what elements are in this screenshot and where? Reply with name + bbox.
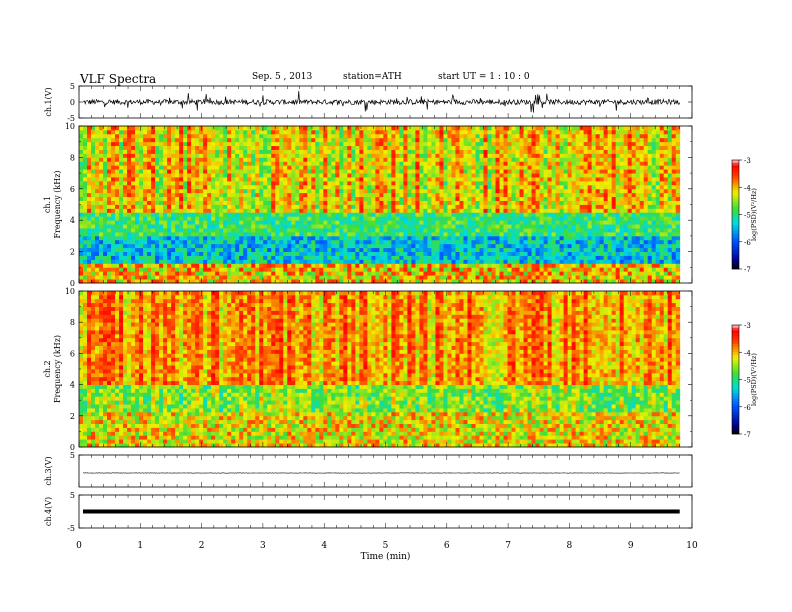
y-tick-label: 8 (70, 153, 75, 162)
colorbar-tick-label: -4 (744, 349, 751, 357)
x-tick-label: 3 (260, 541, 266, 551)
x-tick-label: 9 (628, 541, 634, 551)
x-tick-label: 8 (567, 541, 573, 551)
date-label: Sep. 5 , 2013 (252, 72, 313, 82)
y-tick-label: 0 (70, 279, 75, 288)
y-axis-label: ch.1(V) (44, 87, 53, 116)
x-axis-label: Time (min) (361, 551, 411, 562)
y-tick-label: 2 (70, 412, 75, 421)
x-tick-label: 4 (321, 541, 327, 551)
y-tick-label: 6 (70, 349, 75, 358)
y-tick-label: 4 (70, 216, 75, 225)
panel-ch2-spectrogram (78, 290, 742, 448)
y-tick-label: 5 (70, 451, 75, 460)
colorbar-tick-label: -7 (744, 431, 751, 439)
station-label: station=ATH (343, 72, 402, 82)
x-tick-label: 0 (76, 541, 82, 551)
y-axis-label: ch.4(V) (44, 497, 53, 526)
y-tick-label: 0 (70, 98, 75, 107)
plot-title: VLF Spectra (80, 72, 157, 86)
y-axis-label: ch.2 (43, 360, 52, 377)
y-tick-label: 4 (70, 381, 75, 390)
y-tick-label: 10 (65, 287, 75, 296)
y-tick-label: 0 (70, 443, 75, 452)
start-time-label: start UT = 1 : 10 : 0 (438, 72, 530, 82)
y-tick-label: 2 (70, 248, 75, 257)
colorbar-ch1-spectrogram (731, 159, 742, 270)
colorbar-tick-label: -6 (744, 239, 751, 247)
y-axis-label: ch.1 (43, 196, 52, 213)
colorbar-ch2-spectrogram (731, 324, 742, 435)
y-tick-label: -5 (67, 524, 75, 533)
panel-ch3-waveform (78, 454, 693, 488)
panel-ch4-waveform (78, 494, 693, 529)
colorbar-label: log(PSD)(V²/Hz) (750, 353, 758, 406)
x-tick-label: 10 (686, 541, 698, 551)
y-tick-label: 6 (70, 185, 75, 194)
colorbar-tick-label: -3 (744, 322, 751, 330)
colorbar-tick-label: -5 (744, 212, 751, 220)
colorbar-tick-label: -7 (744, 266, 751, 274)
colorbar-tick-label: -6 (744, 404, 751, 412)
y-tick-label: -5 (67, 114, 75, 123)
spectrogram-ch1-spectrogram (79, 126, 681, 284)
colorbar-tick-label: -5 (744, 377, 751, 385)
colorbar-tick-label: -4 (744, 184, 751, 192)
y-tick-label: 5 (70, 491, 75, 500)
y-axis-label: Frequency (kHz) (53, 335, 62, 403)
trace-ch1-waveform (82, 90, 681, 113)
y-tick-label: 10 (65, 122, 75, 131)
y-tick-label: 5 (70, 82, 75, 91)
y-axis-label: ch.3(V) (44, 456, 53, 485)
x-tick-label: 2 (199, 541, 205, 551)
spectrogram-ch2-spectrogram (79, 291, 681, 448)
panel-ch1-waveform (78, 85, 693, 119)
colorbar-label: log(PSD)(V²/Hz) (750, 188, 758, 241)
x-tick-label: 7 (505, 541, 511, 551)
colorbar-tick-label: -3 (744, 157, 751, 165)
y-axis-label: Frequency (kHz) (53, 170, 62, 238)
x-tick-label: 5 (383, 541, 389, 551)
x-tick-label: 1 (137, 541, 143, 551)
x-tick-label: 6 (444, 541, 450, 551)
y-tick-label: 8 (70, 318, 75, 327)
panel-ch1-spectrogram (78, 125, 742, 284)
